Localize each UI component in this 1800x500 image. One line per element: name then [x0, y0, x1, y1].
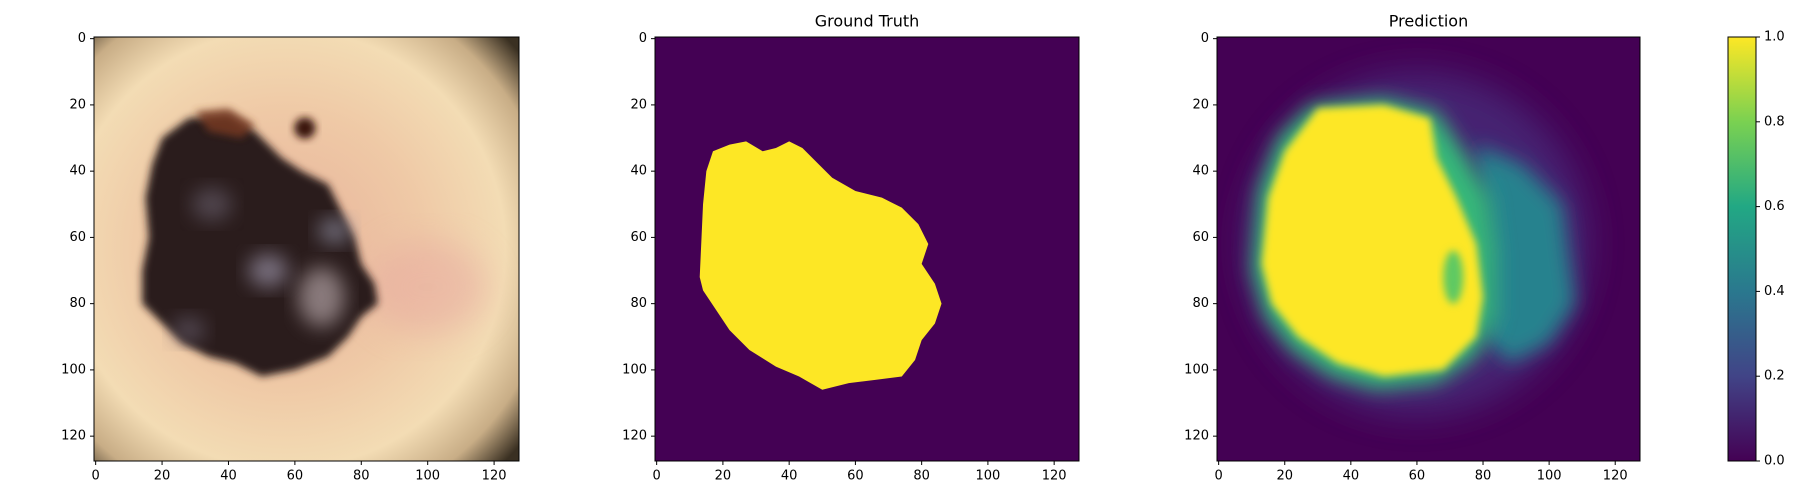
- y-tick-label: 80: [630, 296, 647, 311]
- y-tick-label: 100: [1184, 362, 1209, 377]
- axes-frame: [654, 36, 1080, 462]
- x-tick-label: 60: [847, 469, 864, 484]
- x-tick-label: 60: [1409, 469, 1426, 484]
- x-tick-label: 120: [1603, 469, 1628, 484]
- x-tick-label: 80: [1475, 469, 1492, 484]
- y-tick-label: 20: [69, 97, 86, 112]
- x-tick-label: 100: [1537, 469, 1562, 484]
- colorbar: [1727, 36, 1757, 462]
- axes-frame: [1216, 36, 1641, 462]
- colorbar-tick-label: 0.2: [1764, 369, 1785, 384]
- x-tick-label: 100: [415, 469, 440, 484]
- image-prediction: [1217, 37, 1640, 461]
- y-tick-label: 0: [1201, 31, 1209, 46]
- x-tick-label: 0: [1215, 469, 1223, 484]
- x-tick-label: 0: [653, 469, 661, 484]
- colorbar-tick-label: 0.8: [1764, 114, 1785, 129]
- y-tick-label: 40: [1192, 164, 1209, 179]
- y-tick-label: 100: [622, 362, 647, 377]
- x-tick-label: 20: [154, 469, 171, 484]
- x-tick-label: 40: [220, 469, 237, 484]
- y-tick-label: 0: [639, 31, 647, 46]
- image-ground-truth: [655, 37, 1079, 461]
- colorbar-tick-label: 1.0: [1764, 30, 1785, 45]
- image-dermoscopy: [94, 37, 519, 461]
- x-tick-label: 0: [92, 469, 100, 484]
- y-tick-label: 40: [69, 164, 86, 179]
- panel-title: Ground Truth: [815, 12, 920, 31]
- y-tick-label: 60: [1192, 230, 1209, 245]
- panel-title: Prediction: [1389, 12, 1468, 31]
- y-tick-label: 60: [630, 230, 647, 245]
- axes-frame: [93, 36, 520, 462]
- x-tick-label: 40: [1343, 469, 1360, 484]
- y-tick-label: 120: [61, 429, 86, 444]
- y-tick-label: 80: [1192, 296, 1209, 311]
- y-tick-label: 0: [78, 31, 86, 46]
- x-tick-label: 120: [1042, 469, 1067, 484]
- colorbar-tick-label: 0.6: [1764, 199, 1785, 214]
- x-tick-label: 120: [482, 469, 507, 484]
- x-tick-label: 80: [913, 469, 930, 484]
- x-tick-label: 20: [1276, 469, 1293, 484]
- y-tick-label: 120: [622, 429, 647, 444]
- y-tick-label: 80: [69, 296, 86, 311]
- y-tick-label: 20: [1192, 97, 1209, 112]
- x-tick-label: 80: [353, 469, 370, 484]
- x-tick-label: 40: [781, 469, 798, 484]
- y-tick-label: 20: [630, 97, 647, 112]
- y-tick-label: 60: [69, 230, 86, 245]
- x-tick-label: 60: [287, 469, 304, 484]
- x-tick-label: 100: [975, 469, 1000, 484]
- colorbar-tick-label: 0.4: [1764, 284, 1785, 299]
- colorbar-tick-label: 0.0: [1764, 454, 1785, 469]
- x-tick-label: 20: [715, 469, 732, 484]
- y-tick-label: 100: [61, 362, 86, 377]
- y-tick-label: 120: [1184, 429, 1209, 444]
- y-tick-label: 40: [630, 164, 647, 179]
